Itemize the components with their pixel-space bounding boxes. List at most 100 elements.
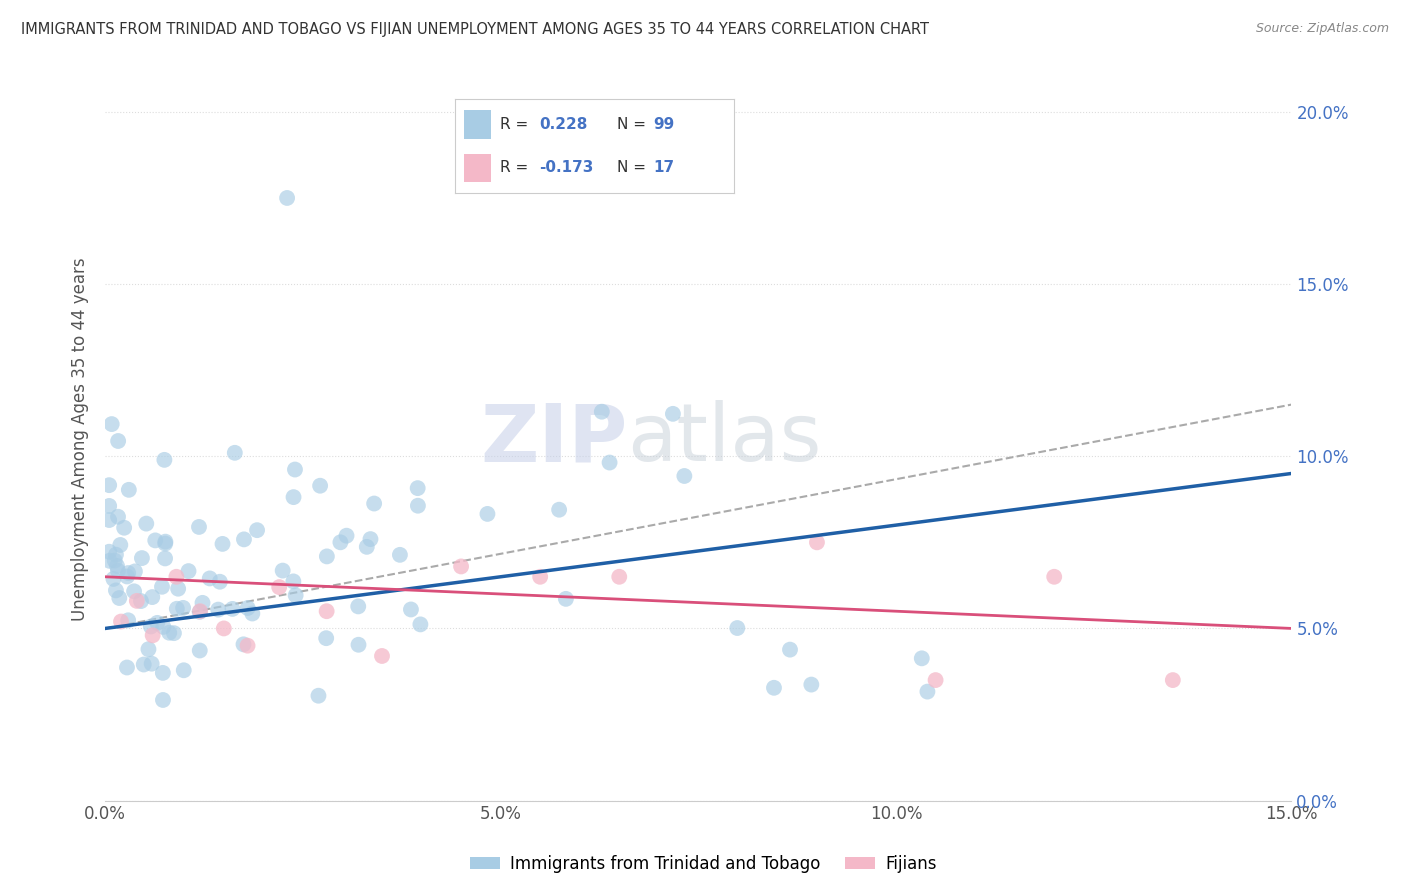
Point [208,574,231,589]
Point [409,617,432,632]
Point [188,520,211,534]
Point [165,570,187,584]
Point [607,570,630,584]
Point [142,628,165,642]
Point [673,469,696,483]
Point [911,651,934,665]
Point [98,478,121,492]
Point [806,535,828,549]
Point [108,591,131,605]
Point [188,643,211,657]
Point [212,622,235,636]
Point [388,548,411,562]
Point [207,602,229,616]
Point [153,453,176,467]
Point [406,499,429,513]
Point [191,596,214,610]
Point [107,564,129,578]
Point [284,588,307,602]
Point [110,538,132,552]
Point [329,535,352,549]
Point [450,559,472,574]
Point [1161,673,1184,687]
Point [115,569,138,583]
Point [924,673,946,687]
Point [152,665,174,680]
Legend: Immigrants from Trinidad and Tobago, Fijians: Immigrants from Trinidad and Tobago, Fij… [463,848,943,880]
Point [269,580,291,594]
Point [139,619,162,633]
Point [117,613,139,627]
Point [163,626,186,640]
Point [232,637,254,651]
Point [107,434,129,448]
Text: ZIP: ZIP [479,400,627,478]
Point [112,521,135,535]
Point [224,446,246,460]
Point [103,572,125,586]
Point [155,536,177,550]
Point [146,615,169,630]
Point [122,584,145,599]
Point [347,638,370,652]
Point [104,548,127,562]
Point [117,566,139,580]
Text: atlas: atlas [627,400,821,478]
Point [115,660,138,674]
Point [138,642,160,657]
Point [1043,570,1066,584]
Point [152,693,174,707]
Point [98,513,121,527]
Point [800,677,823,691]
Point [110,615,132,629]
Point [188,604,211,618]
Point [762,681,785,695]
Point [399,602,422,616]
Y-axis label: Unemployment Among Ages 35 to 44 years: Unemployment Among Ages 35 to 44 years [72,257,89,621]
Point [98,499,121,513]
Point [129,594,152,608]
Point [356,540,378,554]
Point [548,502,571,516]
Point [157,625,180,640]
Point [107,509,129,524]
Point [166,601,188,615]
Point [477,507,499,521]
Point [335,529,357,543]
Point [141,657,163,671]
Point [309,479,332,493]
Point [315,631,337,645]
Point [315,604,337,618]
Point [236,601,259,615]
Point [167,582,190,596]
Point [271,564,294,578]
Point [725,621,748,635]
Point [105,558,128,573]
Point [104,553,127,567]
Point [155,534,177,549]
Point [152,620,174,634]
Point [100,417,122,431]
Point [233,533,256,547]
Point [283,574,305,589]
Point [599,456,621,470]
Point [236,639,259,653]
Point [198,571,221,585]
Point [662,407,685,421]
Point [143,533,166,548]
Point [150,580,173,594]
Point [276,191,298,205]
Point [125,594,148,608]
Text: IMMIGRANTS FROM TRINIDAD AND TOBAGO VS FIJIAN UNEMPLOYMENT AMONG AGES 35 TO 44 Y: IMMIGRANTS FROM TRINIDAD AND TOBAGO VS F… [21,22,929,37]
Point [141,590,163,604]
Point [917,684,939,698]
Point [131,551,153,566]
Point [371,648,394,663]
Point [211,537,233,551]
Point [779,642,801,657]
Point [554,591,576,606]
Text: Source: ZipAtlas.com: Source: ZipAtlas.com [1256,22,1389,36]
Point [283,490,305,504]
Point [188,605,211,619]
Point [308,689,330,703]
